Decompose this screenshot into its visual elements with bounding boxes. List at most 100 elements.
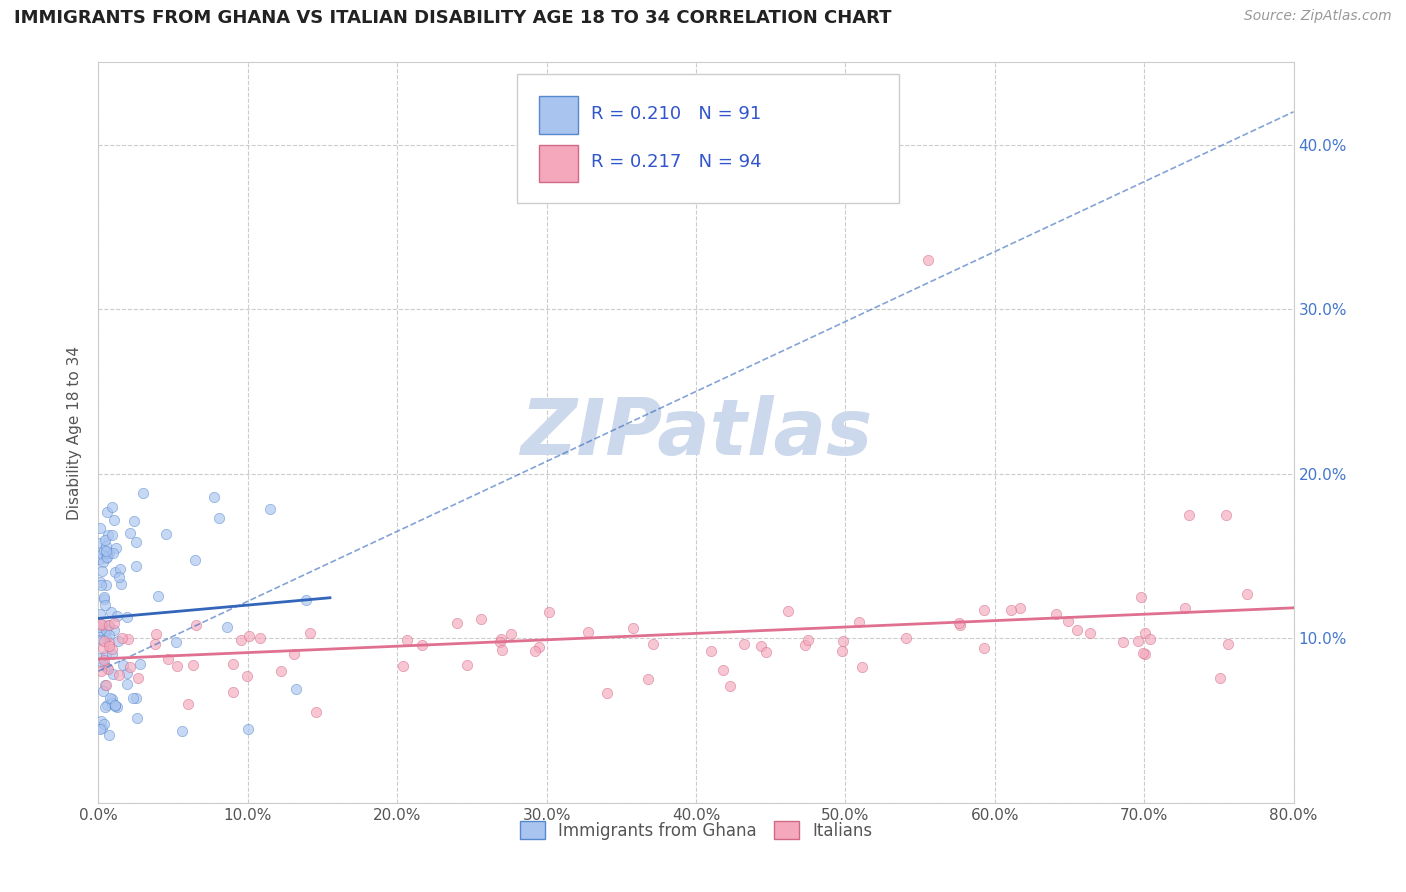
Point: [101, 666, 124, 681]
Point: [98, 636, 121, 650]
Point: [103, 546, 125, 560]
Point: [105, 609, 128, 624]
Point: [215, 620, 238, 634]
Point: [295, 592, 318, 607]
Point: [270, 665, 292, 679]
Point: [155, 527, 177, 541]
Point: [98, 639, 121, 653]
Point: [145, 626, 167, 640]
Point: [94, 624, 117, 638]
Point: [110, 577, 132, 591]
Point: [128, 657, 150, 671]
Point: [1178, 508, 1201, 522]
Point: [97, 618, 120, 632]
Point: [446, 615, 468, 630]
Point: [108, 569, 131, 583]
Point: [222, 684, 245, 698]
Point: [107, 668, 129, 682]
Point: [1000, 603, 1022, 617]
Point: [236, 669, 259, 683]
Point: [93, 591, 115, 606]
Point: [181, 658, 204, 673]
Point: [221, 657, 243, 672]
Point: [259, 502, 281, 516]
Point: [749, 639, 772, 653]
Point: [127, 671, 149, 685]
Point: [107, 634, 129, 648]
Point: [105, 699, 128, 714]
Point: [96, 632, 118, 646]
Point: [894, 631, 917, 645]
Point: [103, 513, 125, 527]
Point: [1139, 632, 1161, 646]
Point: [1045, 607, 1067, 621]
Point: [1112, 635, 1135, 649]
Legend: Immigrants from Ghana, Italians: Immigrants from Ghana, Italians: [513, 814, 879, 847]
Point: [103, 624, 125, 638]
Point: [733, 637, 755, 651]
Point: [1126, 634, 1149, 648]
Point: [776, 604, 799, 618]
Point: [111, 631, 134, 645]
Point: [91, 555, 114, 569]
Point: [718, 679, 741, 693]
Point: [917, 252, 939, 267]
Point: [101, 500, 124, 515]
Point: [831, 644, 853, 658]
Point: [170, 723, 193, 738]
Point: [470, 611, 492, 625]
Point: [100, 696, 122, 710]
Point: [97, 617, 120, 632]
Point: [94, 678, 117, 692]
Point: [94, 578, 117, 592]
Point: [392, 658, 415, 673]
Point: [94, 550, 117, 565]
Point: [120, 525, 142, 540]
Point: [108, 562, 131, 576]
Point: [91, 633, 114, 648]
Point: [249, 631, 271, 645]
Point: [177, 697, 200, 711]
Point: [298, 625, 321, 640]
Point: [125, 711, 148, 725]
Point: [93, 653, 115, 667]
Point: [578, 624, 600, 639]
Point: [283, 647, 305, 661]
Point: [89, 651, 111, 665]
Point: [94, 678, 117, 692]
Point: [122, 514, 145, 528]
Point: [489, 632, 512, 646]
Point: [122, 691, 145, 706]
Point: [1133, 647, 1156, 661]
Point: [90, 624, 112, 638]
Point: [851, 659, 873, 673]
Point: [93, 717, 115, 731]
Point: [124, 691, 146, 706]
Point: [89, 551, 111, 566]
Point: [595, 686, 617, 700]
Point: [229, 633, 252, 648]
Point: [101, 641, 124, 656]
Point: [948, 615, 970, 630]
Point: [527, 640, 550, 654]
Point: [1236, 587, 1258, 601]
Point: [538, 605, 561, 619]
Point: [125, 535, 148, 549]
Point: [236, 722, 259, 736]
Point: [621, 622, 644, 636]
Point: [89, 620, 111, 634]
Point: [973, 602, 995, 616]
Text: R = 0.217   N = 94: R = 0.217 N = 94: [591, 153, 762, 171]
Point: [949, 618, 972, 632]
Point: [98, 546, 121, 560]
Point: [157, 652, 180, 666]
Point: [104, 541, 127, 555]
Point: [794, 638, 817, 652]
Point: [125, 559, 148, 574]
Point: [1209, 671, 1232, 685]
Point: [489, 635, 512, 649]
Point: [456, 657, 478, 672]
Point: [304, 706, 326, 720]
Point: [90, 565, 112, 579]
Point: [94, 533, 117, 547]
